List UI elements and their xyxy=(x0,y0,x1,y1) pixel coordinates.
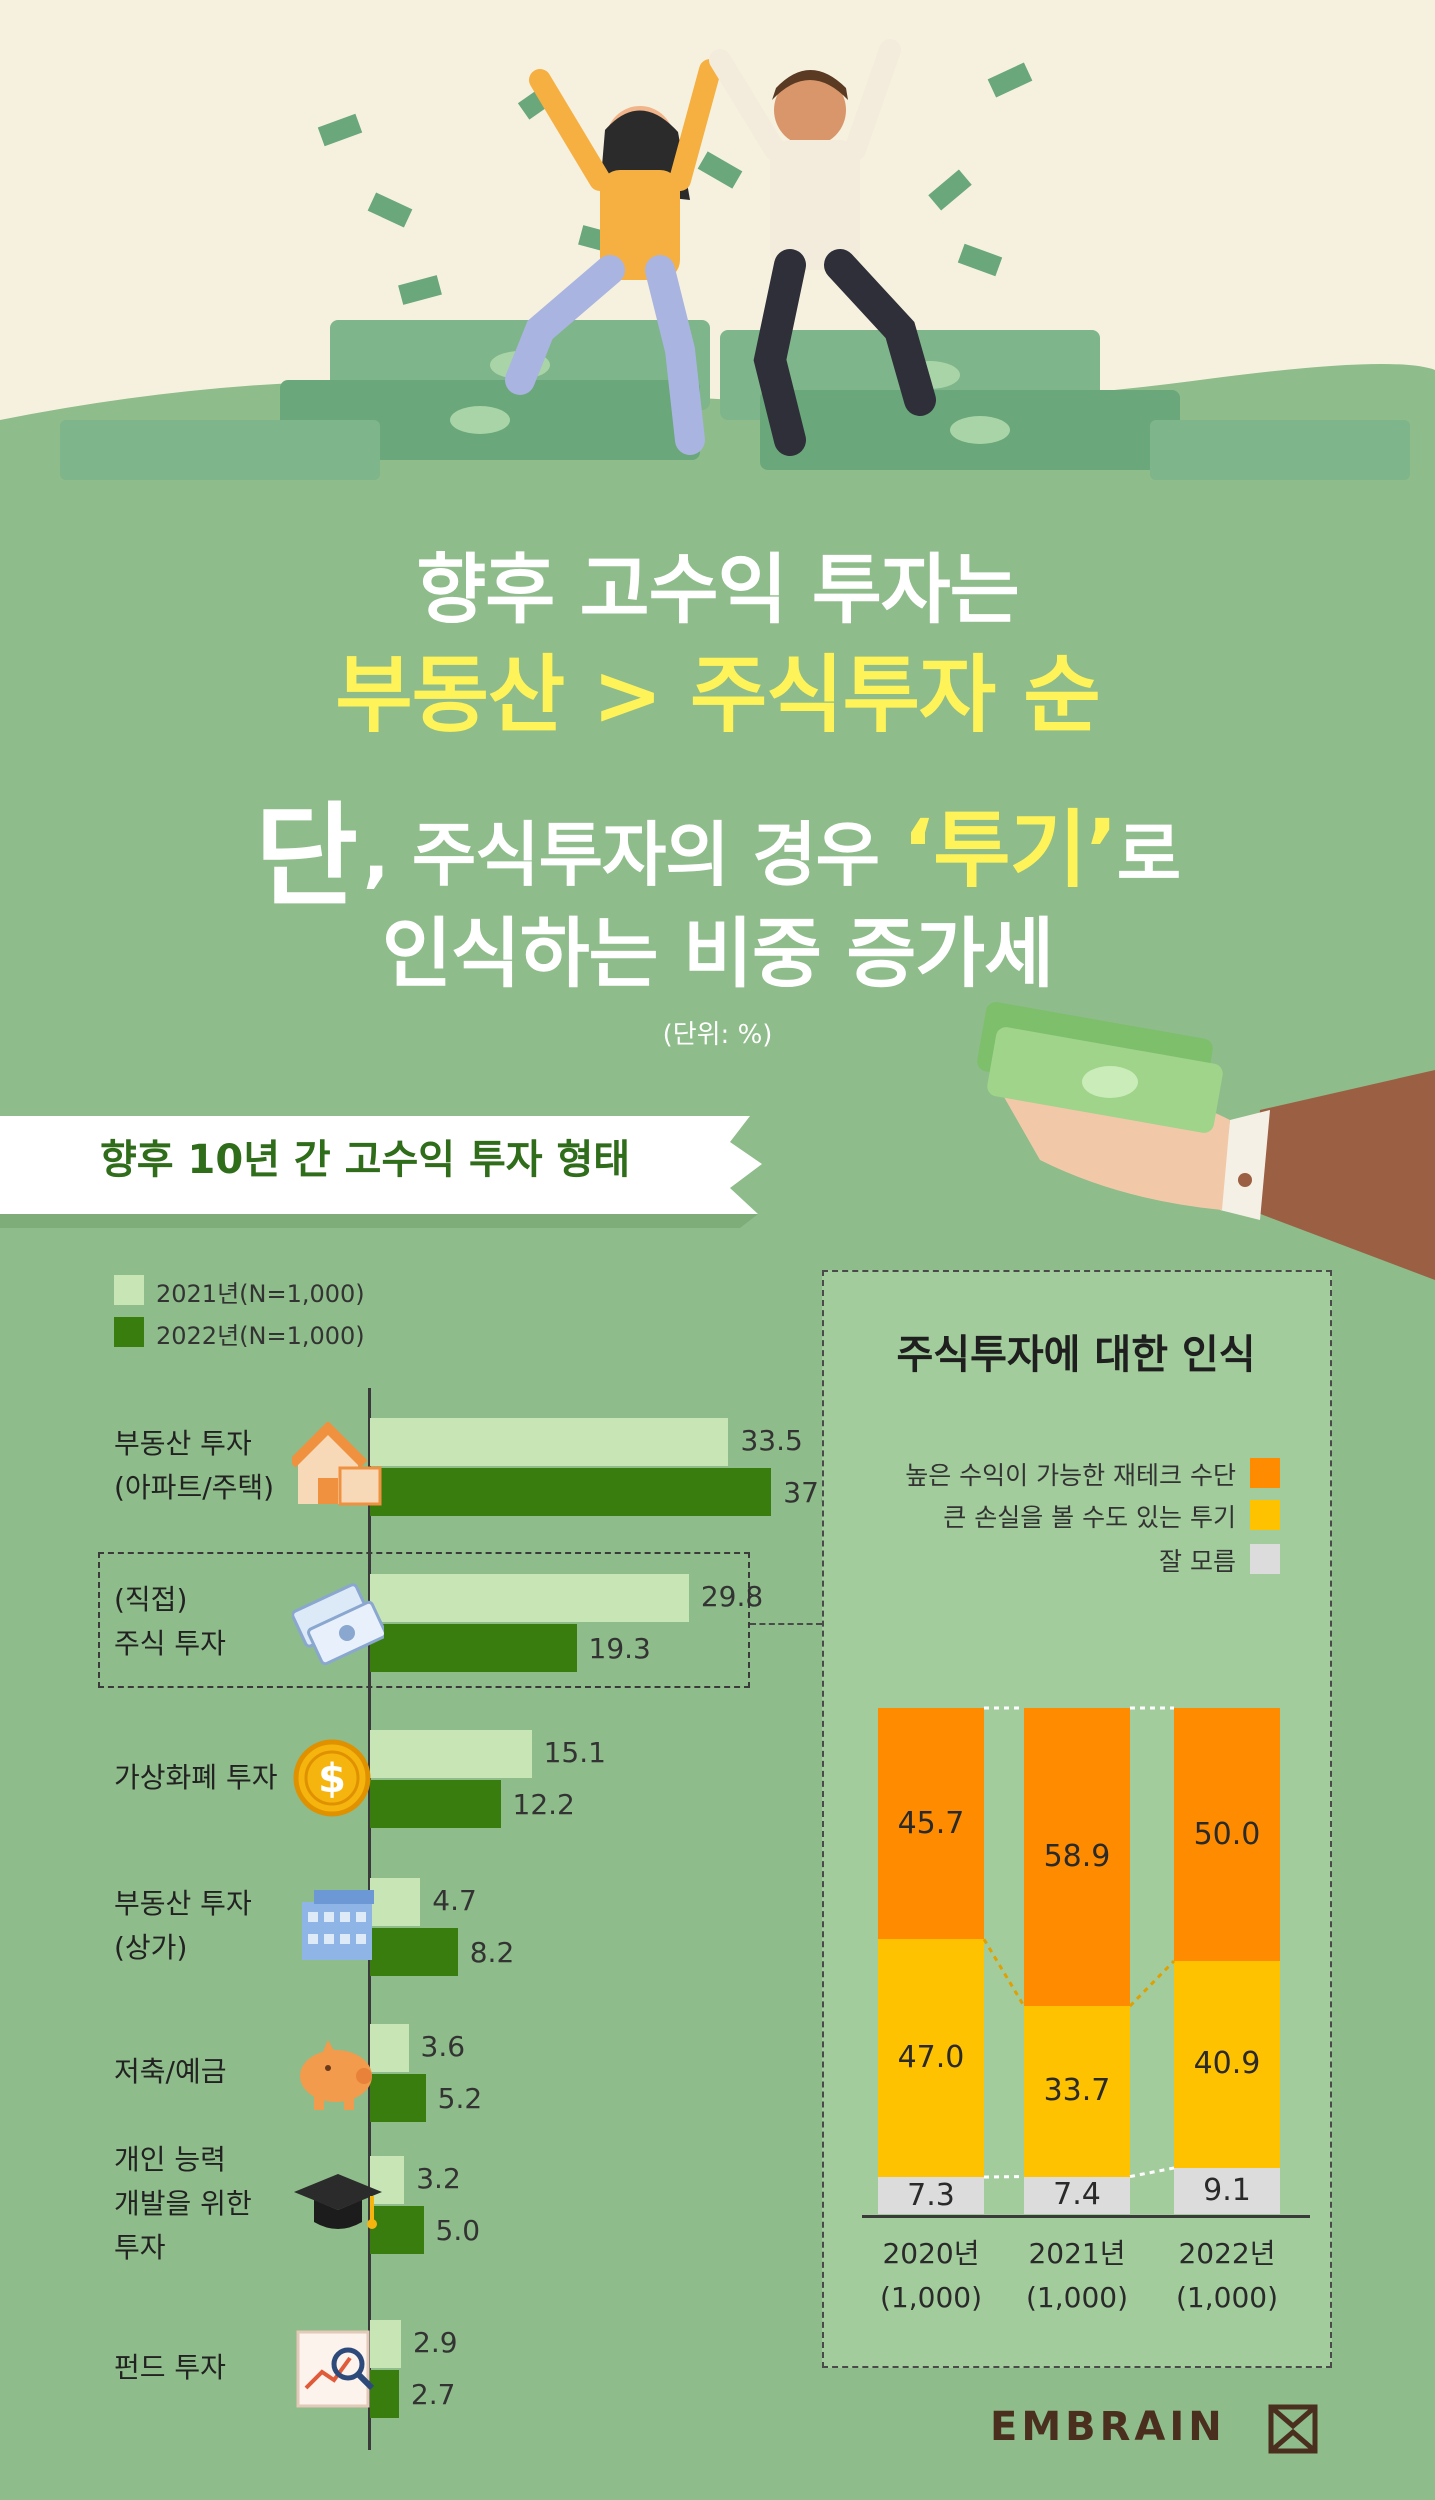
piggy-bank-icon xyxy=(300,2040,372,2110)
connector-line xyxy=(750,1623,822,1625)
value-label-2022: 5.0 xyxy=(435,2214,481,2247)
bar-2022 xyxy=(370,1468,772,1516)
category-label-line: (아파트/주택) xyxy=(114,1471,275,1504)
section-banner xyxy=(0,1116,762,1228)
value-label-2021: 4.7 xyxy=(432,1884,477,1917)
banknotes-icon xyxy=(292,1583,384,1666)
bar-2022 xyxy=(370,1624,577,1672)
hand-with-money-icon xyxy=(977,1002,1435,1280)
category-label: 펀드 투자 xyxy=(114,2346,226,2390)
bar-2021 xyxy=(370,1730,532,1778)
value-label-2021: 29.8 xyxy=(700,1580,764,1613)
celebration-illustration xyxy=(0,39,1435,500)
svg-text:$: $ xyxy=(318,1756,346,1802)
dollar-coin-icon: $ xyxy=(293,1739,371,1817)
legend-label-2021: 2021년(N=1,000) xyxy=(156,1280,365,1308)
stock-perception-title: 주식투자에 대한 인식 xyxy=(896,1332,1256,1378)
headline-line-2: 부동산 > 주식투자 순 xyxy=(335,646,1100,744)
legend-label: 잘 모름 xyxy=(1159,1547,1236,1576)
bar-2022 xyxy=(370,2370,399,2418)
category-label-line: 펀드 투자 xyxy=(114,2351,226,2384)
category-label: 저축/예금 xyxy=(114,2050,226,2094)
category-label-line: 부동산 투자 xyxy=(114,1427,252,1460)
headline-line-3-end: 로 xyxy=(1116,814,1181,896)
legend-swatch-2022 xyxy=(114,1317,144,1347)
category-label-line: (직접) xyxy=(114,1583,188,1616)
legend-label: 큰 손실을 볼 수도 있는 투기 xyxy=(943,1503,1236,1532)
value-label-2021: 3.6 xyxy=(420,2030,466,2063)
category-label: 가상화폐 투자 xyxy=(114,1756,277,1800)
category-label: (직접) 주식 투자 xyxy=(114,1578,226,1666)
bar-2021 xyxy=(370,2320,402,2368)
bar-2021 xyxy=(370,1418,729,1466)
legend-label: 높은 수익이 가능한 재테크 수단 xyxy=(905,1461,1236,1490)
banner-title: 향후 10년 간 고수익 투자 형태 xyxy=(100,1137,631,1183)
value-label-2022: 2.7 xyxy=(410,2378,456,2411)
unit-label: (단위: %) xyxy=(662,1020,773,1050)
headline-line-3: 단, 주식투자의 경우 ‘투기’로 xyxy=(0,766,1435,928)
value-label-2021: 3.2 xyxy=(416,2162,461,2195)
category-label-line: (상가) xyxy=(114,1931,188,1964)
legend-swatch xyxy=(1250,1544,1280,1574)
woman-figure-icon xyxy=(505,59,721,455)
headline-line-3-mid: , 주식투자의 경우 xyxy=(362,814,903,896)
category-label-line: 투자 xyxy=(114,2231,166,2264)
value-label-2021: 15.1 xyxy=(543,1736,606,1769)
legend-swatch xyxy=(1250,1500,1280,1530)
money-pile-icon xyxy=(60,320,1410,480)
house-icon xyxy=(292,1422,382,1506)
bar-2021 xyxy=(370,2156,405,2204)
category-label-line: 저축/예금 xyxy=(114,2055,227,2088)
category-label-line: 개인 능력 xyxy=(114,2143,226,2176)
bar-2021 xyxy=(370,2024,409,2072)
building-icon xyxy=(302,1890,374,1960)
category-label-line: 개발을 위한 xyxy=(114,2187,252,2220)
headline-highlight-speculation: ‘투기’ xyxy=(902,801,1117,899)
category-axis-line xyxy=(368,1388,371,2450)
category-label-line: 주식 투자 xyxy=(114,1627,226,1660)
category-label: 부동산 투자 (아파트/주택) xyxy=(114,1422,274,1510)
category-label-line: 부동산 투자 xyxy=(114,1887,252,1920)
stock-perception-panel xyxy=(822,1270,1332,2368)
legend-label-2022: 2022년(N=1,000) xyxy=(156,1322,365,1350)
headline-line-1: 향후 고수익 투자는 xyxy=(416,545,1019,634)
value-label-2022: 8.2 xyxy=(469,1936,515,1969)
value-label-2022: 5.2 xyxy=(437,2082,483,2115)
embrain-logo-icon xyxy=(1268,2404,1318,2454)
legend-swatch xyxy=(1250,1458,1280,1488)
bar-2022 xyxy=(370,2074,426,2122)
value-label-2021: 33.5 xyxy=(740,1424,803,1457)
headline-dan: 단 xyxy=(254,792,358,922)
graduation-cap-icon xyxy=(294,2174,382,2229)
headline-line-4: 인식하는 비중 증가세 xyxy=(381,909,1054,998)
man-figure-icon xyxy=(709,39,936,456)
value-label-2022: 19.3 xyxy=(588,1632,651,1665)
value-label-2022: 12.2 xyxy=(512,1788,575,1821)
brand-logo-text: EMBRAIN xyxy=(990,2404,1226,2450)
highlight-box-stock xyxy=(98,1552,750,1688)
bar-2022 xyxy=(370,1780,501,1828)
category-label-line: 가상화폐 투자 xyxy=(114,1761,278,1794)
value-label-2021: 2.9 xyxy=(413,2326,458,2359)
fund-chart-icon xyxy=(296,2330,375,2408)
bar-2022 xyxy=(370,2206,424,2254)
category-label: 부동산 투자 (상가) xyxy=(114,1882,252,1970)
bar-2021 xyxy=(370,1878,421,1926)
bar-2022 xyxy=(370,1928,458,1976)
legend-swatch-2021 xyxy=(114,1275,144,1305)
bar-2021 xyxy=(370,1574,689,1622)
